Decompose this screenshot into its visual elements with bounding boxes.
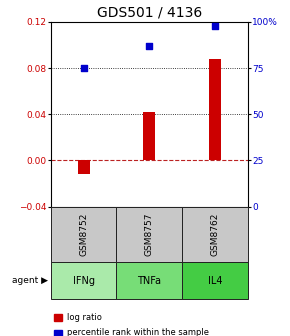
Text: IFNg: IFNg (72, 276, 95, 286)
Bar (78, 161, 90, 174)
Text: percentile rank within the sample: percentile rank within the sample (67, 328, 209, 336)
Text: GSM8757: GSM8757 (145, 213, 154, 256)
Point (213, 23, 218, 28)
Text: GSM8752: GSM8752 (79, 213, 88, 256)
Point (81, 65, 86, 71)
Point (147, 43, 152, 48)
Text: GSM8762: GSM8762 (211, 213, 220, 256)
Text: log ratio: log ratio (67, 313, 102, 322)
Title: GDS501 / 4136: GDS501 / 4136 (97, 5, 202, 19)
Bar (209, 59, 221, 161)
Text: agent ▶: agent ▶ (12, 276, 48, 285)
Text: IL4: IL4 (208, 276, 222, 286)
Bar (144, 112, 155, 161)
Text: TNFa: TNFa (137, 276, 161, 286)
